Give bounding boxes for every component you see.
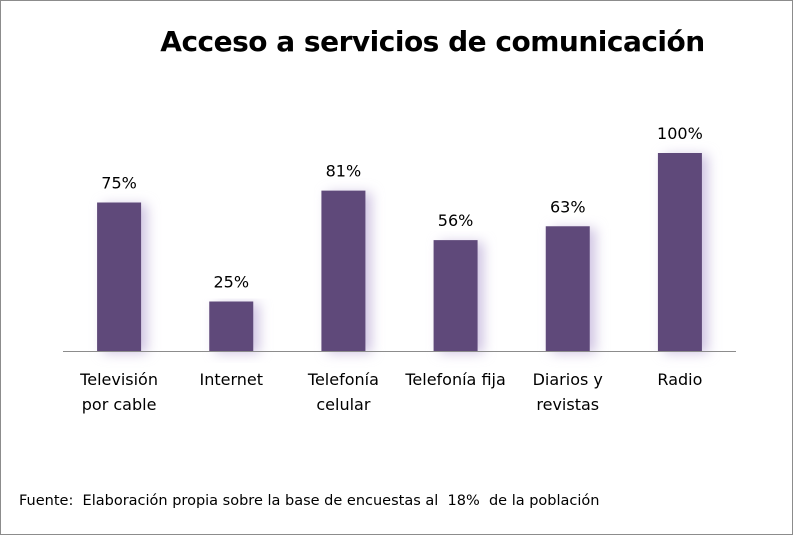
bar <box>545 226 590 351</box>
category-label: Diarios y <box>533 370 603 389</box>
bar <box>321 190 366 351</box>
bar <box>657 153 702 351</box>
category-label: Radio <box>657 370 702 389</box>
data-label: 63% <box>550 197 586 216</box>
category-label: por cable <box>82 395 157 414</box>
bar <box>209 301 254 351</box>
category-label: revistas <box>536 395 599 414</box>
data-label: 81% <box>326 162 362 181</box>
category-label: Telefonía <box>307 370 379 389</box>
data-label: 56% <box>438 211 474 230</box>
bar <box>97 202 142 351</box>
category-label: Televisión <box>79 370 158 389</box>
category-label: Internet <box>199 370 263 389</box>
data-label: 75% <box>101 174 137 193</box>
category-label: Telefonía fija <box>404 370 505 389</box>
data-label: 25% <box>213 273 249 292</box>
bar <box>433 240 478 351</box>
chart-title: Acceso a servicios de comunicación <box>160 25 705 58</box>
category-label: celular <box>316 395 370 414</box>
data-label: 100% <box>657 124 703 143</box>
source-note: Fuente: Elaboración propia sobre la base… <box>19 493 600 509</box>
